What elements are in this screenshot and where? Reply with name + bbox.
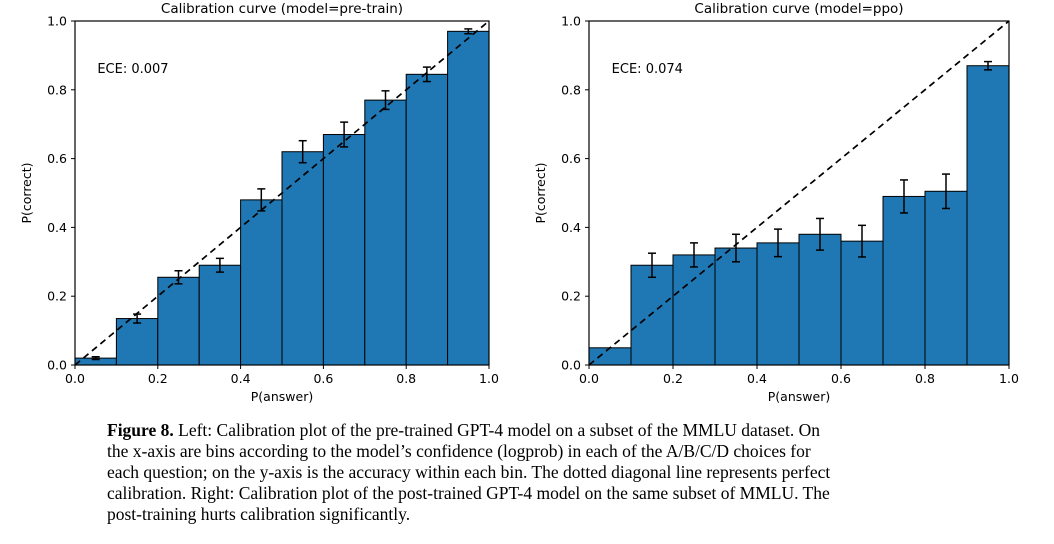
calibration-bar: [798, 233, 842, 366]
figure-label: Figure 8.: [107, 420, 174, 440]
calibration-bar: [882, 195, 926, 366]
x-tick-label: 0.6: [831, 371, 851, 386]
y-tick-label: 0.8: [561, 82, 581, 97]
x-tick-label: 0.2: [148, 371, 168, 386]
calibration-bar: [198, 264, 242, 366]
y-axis-label: P(correct): [19, 162, 34, 223]
x-tick-label: 0.4: [747, 371, 767, 386]
axes-spines: [588, 20, 1010, 366]
chart-title: Calibration curve (model=pre-train): [161, 1, 403, 17]
x-tick-label: 0.8: [915, 371, 935, 386]
x-axis-label: P(answer): [251, 389, 313, 404]
calibration-bar: [840, 240, 884, 366]
calibration-bar: [447, 30, 490, 366]
x-tick-label: 0.6: [313, 371, 333, 386]
calibration-bar: [630, 264, 674, 366]
y-tick-label: 0.4: [561, 220, 581, 235]
caption-line: post-training hurts calibration signific…: [107, 504, 411, 524]
calibration-bar: [281, 151, 324, 366]
y-tick-label: 0.2: [47, 289, 67, 304]
calibration-bar: [714, 247, 758, 366]
caption-line: Figure 8. Left: Calibration plot of the …: [107, 420, 963, 441]
x-tick-label: 0.0: [65, 371, 85, 386]
calibration-chart-pretrain: 0.0 0.2 0.4 0.6 0.8 1.0 0.0 0.2 0.4 0.6 0.8 1.0 Cali…: [19, 1, 499, 404]
x-tick-label: 0.4: [231, 371, 251, 386]
x-tick-label: 1.0: [479, 371, 499, 386]
calibration-bar: [240, 199, 283, 366]
calibration-bar: [588, 347, 632, 366]
y-tick-label: 0.8: [47, 82, 67, 97]
x-tick-label: 0.0: [579, 371, 599, 386]
y-tick-label: 0.2: [561, 289, 581, 304]
axes-spines: [74, 20, 490, 366]
calibration-bar: [756, 242, 800, 366]
x-tick-label: 1.0: [999, 371, 1019, 386]
calibration-bar: [672, 254, 716, 366]
y-tick-label: 1.0: [47, 14, 67, 29]
calibration-bar: [966, 65, 1010, 366]
y-tick-label: 0.6: [47, 151, 67, 166]
ece-annotation: ECE: 0.007: [97, 62, 168, 77]
x-tick-label: 0.8: [396, 371, 416, 386]
y-axis-label: P(correct): [533, 162, 548, 223]
y-tick-label: 0.0: [47, 358, 67, 373]
calibration-chart-ppo: 0.0 0.2 0.4 0.6 0.8 1.0 0.0 0.2 0.4 0.6 0.8 1.0 Cali…: [533, 1, 1019, 404]
caption-text: Left: Calibration plot of the pre-traine…: [178, 420, 820, 440]
y-tick-label: 0.0: [561, 358, 581, 373]
calibration-bar: [364, 99, 407, 366]
calibration-bar: [924, 190, 968, 366]
figure-caption: Figure 8. Left: Calibration plot of the …: [107, 420, 963, 525]
y-tick-label: 1.0: [561, 14, 581, 29]
x-axis-label: P(answer): [768, 389, 830, 404]
ece-annotation: ECE: 0.074: [612, 62, 683, 77]
y-tick-label: 0.6: [561, 151, 581, 166]
caption-line: calibration. Right: Calibration plot of …: [107, 483, 830, 503]
x-tick-label: 0.2: [663, 371, 683, 386]
chart-title: Calibration curve (model=ppo): [694, 1, 903, 17]
calibration-bar: [322, 134, 366, 366]
calibration-bar: [115, 318, 159, 366]
y-tick-label: 0.4: [47, 220, 67, 235]
caption-line: the x-axis are bins according to the mod…: [107, 441, 811, 461]
perfect-calibration-line: [588, 20, 1010, 366]
perfect-calibration-line: [74, 20, 490, 366]
calibration-bar: [405, 73, 449, 366]
caption-line: each question; on the y-axis is the accu…: [107, 462, 831, 482]
